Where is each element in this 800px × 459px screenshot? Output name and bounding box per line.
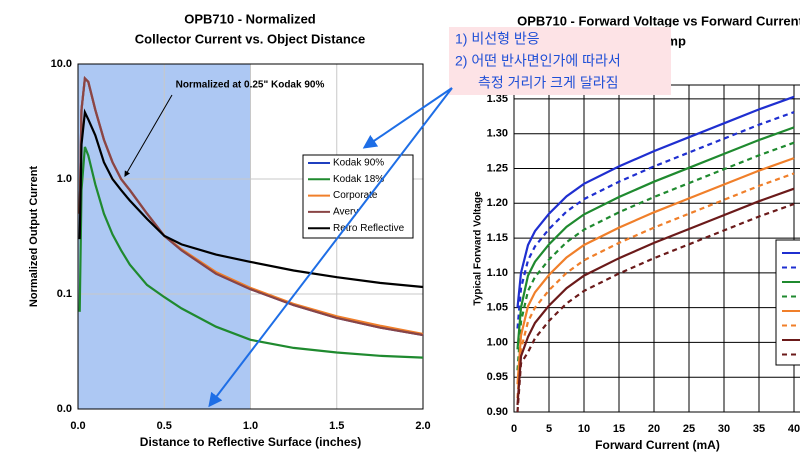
y-axis-label: Typical Forward Voltage xyxy=(473,191,484,306)
series-line xyxy=(516,187,795,406)
x-axis-label: Distance to Reflective Surface (inches) xyxy=(140,435,361,449)
series-line xyxy=(516,126,795,350)
chart-title: OPB710 - Normalized xyxy=(184,11,316,26)
y-tick-label: 1.30 xyxy=(487,128,508,140)
legend-label: Avery xyxy=(333,207,358,218)
annotation: Normalized at 0.25" Kodak 90% xyxy=(176,80,325,91)
series-line xyxy=(78,108,424,289)
x-tick-label: 0.0 xyxy=(70,420,85,432)
chart-title: OPB710 - Forward Voltage vs Forward Curr… xyxy=(517,13,800,28)
y-tick-label: 0.0 xyxy=(57,403,72,415)
x-tick-label: 0.5 xyxy=(157,420,172,432)
y-tick-label: 1.10 xyxy=(487,267,508,279)
x-tick-label: 1.5 xyxy=(329,420,344,432)
plot-border xyxy=(77,63,424,410)
x-axis-label: Forward Current (mA) xyxy=(595,438,720,452)
y-tick-label: 1.05 xyxy=(487,302,508,314)
series-line xyxy=(516,95,795,308)
legend-label: Kodak 90% xyxy=(333,158,384,169)
y-tick-label: 1.15 xyxy=(487,232,508,244)
legend-label: Kodak 18% xyxy=(333,174,384,185)
y-tick-label: 0.95 xyxy=(487,371,508,383)
x-tick-label: 0 xyxy=(511,423,517,435)
y-axis-label: Normalized Output Current xyxy=(28,166,40,308)
y-tick-label: 1.00 xyxy=(487,336,508,348)
arrow xyxy=(362,87,453,149)
y-tick-label: 0.1 xyxy=(57,288,72,300)
y-tick-label: 0.90 xyxy=(487,406,508,418)
series-line xyxy=(78,75,424,337)
legend-box xyxy=(775,239,800,366)
chart-subtitle: Collector Current vs. Object Distance xyxy=(135,31,365,46)
y-tick-label: 10.0 xyxy=(51,58,72,70)
x-tick-label: 5 xyxy=(546,423,552,435)
series-line xyxy=(516,202,795,413)
x-tick-label: 25 xyxy=(683,423,695,435)
x-tick-label: 30 xyxy=(718,423,730,435)
series-line xyxy=(516,141,795,371)
x-tick-label: 10 xyxy=(578,423,590,435)
y-tick-label: 1.35 xyxy=(487,93,508,105)
series-line xyxy=(78,146,424,359)
charts: OPB710 - Normalized Collector Current vs.… xyxy=(28,11,800,452)
x-tick-label: 35 xyxy=(753,423,765,435)
note-line: 2) 어떤 반사면인가에 따라서 xyxy=(455,53,621,69)
legend-label: Retro Reflective xyxy=(333,223,405,234)
note-line: 1) 비선형 반응 xyxy=(455,31,540,47)
y-tick-label: 1.0 xyxy=(57,173,72,185)
note-line: 측정 거리가 크게 달라짐 xyxy=(478,75,618,91)
x-tick-label: 1.0 xyxy=(243,420,258,432)
arrow xyxy=(208,87,453,408)
series-line xyxy=(516,111,795,329)
x-tick-label: 40 xyxy=(788,423,800,435)
annotation-arrow xyxy=(124,94,173,178)
overlay: 1) 비선형 반응 2) 어떤 반사면인가에 따라서 측정 거리가 크게 달라짐 xyxy=(208,27,671,408)
note-box xyxy=(449,27,671,95)
y-tick-label: 1.20 xyxy=(487,197,508,209)
x-tick-label: 20 xyxy=(648,423,660,435)
x-tick-label: 2.0 xyxy=(415,420,430,432)
x-tick-label: 15 xyxy=(613,423,625,435)
legend-label: Corporate xyxy=(333,190,378,201)
y-tick-label: 1.25 xyxy=(487,162,508,174)
series-line xyxy=(516,157,795,385)
